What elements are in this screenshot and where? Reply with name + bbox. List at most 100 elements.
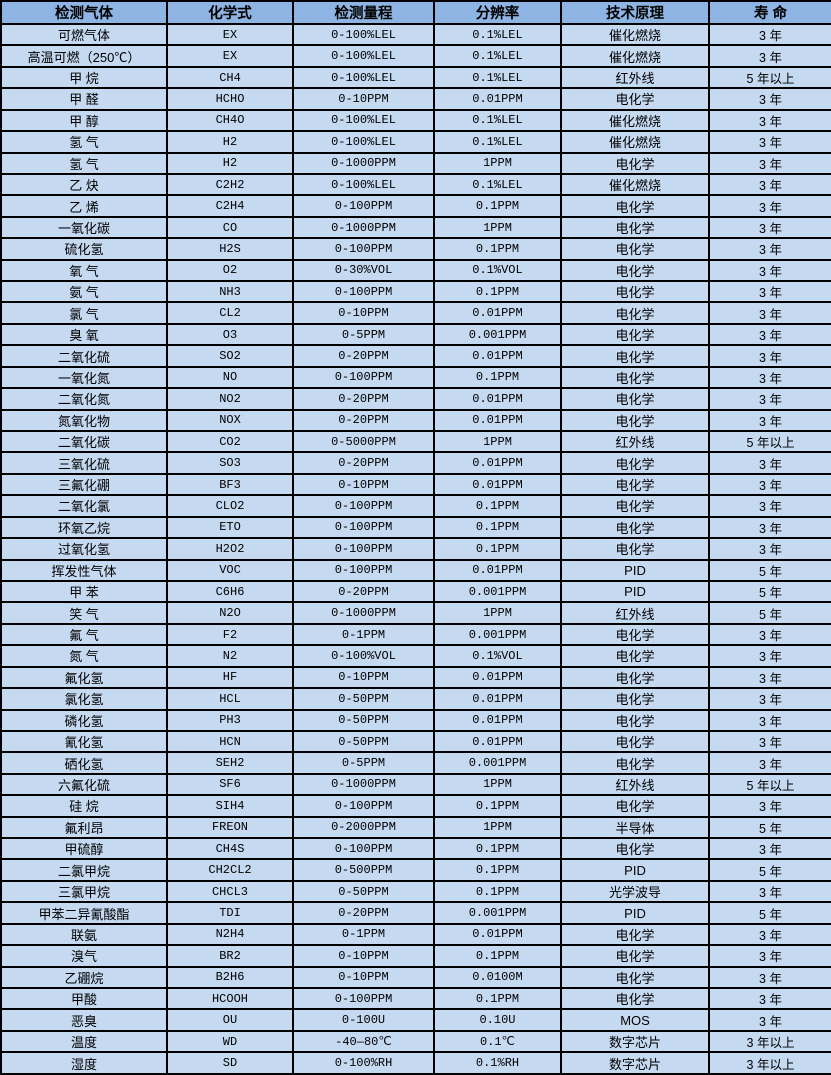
chemical-formula-cell: H2S — [166, 237, 294, 261]
chemical-formula-cell: C2H2 — [166, 172, 294, 197]
technology-cell: 电化学 — [560, 87, 710, 111]
table-row: 三氟化硼 BF3 0-10PPM 0.01PPM 电化学 3 年 — [0, 472, 831, 497]
technology-cell: 电化学 — [560, 665, 710, 690]
table-row: 硒化氢 SEH2 0-5PPM 0.001PPM 电化学 3 年 — [0, 751, 831, 775]
technology-cell: 电化学 — [560, 622, 710, 647]
table-row: 氢 气 H2 0-1000PPM 1PPM 电化学 3 年 — [0, 151, 831, 175]
chemical-formula-cell: H2 — [166, 130, 294, 154]
table-row: 氨 气 NH3 0-100PPM 0.1PPM 电化学 3 年 — [0, 280, 831, 304]
detection-range-cell: 0-20PPM — [292, 579, 435, 604]
table-row: 可燃气体 EX 0-100%LEL 0.1%LEL 催化燃烧 3 年 — [0, 22, 831, 47]
resolution-cell: 0.1℃ — [433, 1029, 562, 1054]
lifespan-cell: 3 年 — [708, 322, 831, 347]
technology-cell: 红外线 — [560, 65, 710, 90]
lifespan-cell: 5 年 — [708, 901, 831, 925]
table-row: 二氧化氯 CLO2 0-100PPM 0.1PPM 电化学 3 年 — [0, 494, 831, 518]
resolution-cell: 0.001PPM — [433, 901, 562, 925]
lifespan-cell: 3 年 — [708, 108, 831, 133]
gas-name-cell: 乙 烯 — [0, 194, 168, 218]
detection-range-cell: 0-100PPM — [292, 515, 435, 540]
lifespan-cell: 3 年 — [708, 472, 831, 497]
lifespan-cell: 3 年 — [708, 794, 831, 818]
column-header-col-gas-name: 检测气体 — [0, 0, 168, 25]
resolution-cell: 0.1PPM — [433, 944, 562, 968]
table-row: 三氯甲烷 CHCL3 0-50PPM 0.1PPM 光学波导 3 年 — [0, 879, 831, 904]
resolution-cell: 1PPM — [433, 601, 562, 625]
resolution-cell: 0.1PPM — [433, 794, 562, 818]
lifespan-cell: 5 年 — [708, 558, 831, 582]
lifespan-cell: 3 年 — [708, 494, 831, 518]
table-row: 二氧化硫 SO2 0-20PPM 0.01PPM 电化学 3 年 — [0, 344, 831, 368]
column-header-col-chemical-formula: 化学式 — [166, 0, 294, 25]
resolution-cell: 0.001PPM — [433, 322, 562, 347]
lifespan-cell: 3 年以上 — [708, 1051, 831, 1075]
technology-cell: 电化学 — [560, 151, 710, 175]
technology-cell: 催化燃烧 — [560, 130, 710, 154]
technology-cell: PID — [560, 558, 710, 582]
chemical-formula-cell: HF — [166, 665, 294, 690]
table-row: 氮氧化物 NOX 0-20PPM 0.01PPM 电化学 3 年 — [0, 408, 831, 433]
resolution-cell: 1PPM — [433, 151, 562, 175]
gas-name-cell: 可燃气体 — [0, 22, 168, 47]
lifespan-cell: 3 年 — [708, 708, 831, 732]
chemical-formula-cell: N2 — [166, 644, 294, 668]
chemical-formula-cell: EX — [166, 22, 294, 47]
detection-range-cell: 0-1000PPM — [292, 151, 435, 175]
chemical-formula-cell: TDI — [166, 901, 294, 925]
technology-cell: 电化学 — [560, 965, 710, 990]
gas-name-cell: 氰化氢 — [0, 729, 168, 754]
technology-cell: 电化学 — [560, 515, 710, 540]
chemical-formula-cell: CLO2 — [166, 494, 294, 518]
detection-range-cell: 0-100%LEL — [292, 65, 435, 90]
resolution-cell: 0.01PPM — [433, 344, 562, 368]
technology-cell: 电化学 — [560, 215, 710, 240]
technology-cell: 电化学 — [560, 301, 710, 325]
technology-cell: 数字芯片 — [560, 1051, 710, 1075]
chemical-formula-cell: HCOOH — [166, 986, 294, 1011]
chemical-formula-cell: NO — [166, 365, 294, 390]
technology-cell: 电化学 — [560, 408, 710, 433]
chemical-formula-cell: HCHO — [166, 87, 294, 111]
resolution-cell: 0.01PPM — [433, 687, 562, 711]
table-row: 氧 气 O2 0-30%VOL 0.1%VOL 电化学 3 年 — [0, 258, 831, 283]
lifespan-cell: 3 年 — [708, 365, 831, 390]
technology-cell: 电化学 — [560, 280, 710, 304]
gas-name-cell: 氟利昂 — [0, 815, 168, 840]
resolution-cell: 0.1PPM — [433, 986, 562, 1011]
chemical-formula-cell: HCN — [166, 729, 294, 754]
gas-name-cell: 甲 苯 — [0, 579, 168, 604]
lifespan-cell: 3 年 — [708, 751, 831, 775]
chemical-formula-cell: BF3 — [166, 472, 294, 497]
resolution-cell: 1PPM — [433, 772, 562, 797]
detection-range-cell: 0-100PPM — [292, 237, 435, 261]
gas-name-cell: 三氯甲烷 — [0, 879, 168, 904]
resolution-cell: 0.01PPM — [433, 87, 562, 111]
gas-name-cell: 氟 气 — [0, 622, 168, 647]
table-row: 氢 气 H2 0-100%LEL 0.1%LEL 催化燃烧 3 年 — [0, 130, 831, 154]
chemical-formula-cell: CH4O — [166, 108, 294, 133]
lifespan-cell: 3 年 — [708, 515, 831, 540]
technology-cell: 红外线 — [560, 772, 710, 797]
chemical-formula-cell: BR2 — [166, 944, 294, 968]
gas-name-cell: 高温可燃（250℃） — [0, 44, 168, 68]
gas-name-cell: 联氨 — [0, 922, 168, 947]
technology-cell: 数字芯片 — [560, 1029, 710, 1054]
resolution-cell: 0.01PPM — [433, 665, 562, 690]
chemical-formula-cell: NH3 — [166, 280, 294, 304]
resolution-cell: 0.1%VOL — [433, 644, 562, 668]
lifespan-cell: 3 年 — [708, 301, 831, 325]
detection-range-cell: 0-5PPM — [292, 322, 435, 347]
technology-cell: 电化学 — [560, 708, 710, 732]
lifespan-cell: 5 年以上 — [708, 65, 831, 90]
detection-range-cell: 0-50PPM — [292, 729, 435, 754]
gas-name-cell: 氮氧化物 — [0, 408, 168, 433]
lifespan-cell: 3 年 — [708, 194, 831, 218]
chemical-formula-cell: N2O — [166, 601, 294, 625]
resolution-cell: 0.1PPM — [433, 879, 562, 904]
resolution-cell: 0.1PPM — [433, 837, 562, 861]
table-row: 甲苯二异氰酸酯 TDI 0-20PPM 0.001PPM PID 5 年 — [0, 901, 831, 925]
lifespan-cell: 5 年以上 — [708, 429, 831, 454]
chemical-formula-cell: SO2 — [166, 344, 294, 368]
chemical-formula-cell: NOX — [166, 408, 294, 433]
table-row: 氮 气 N2 0-100%VOL 0.1%VOL 电化学 3 年 — [0, 644, 831, 668]
